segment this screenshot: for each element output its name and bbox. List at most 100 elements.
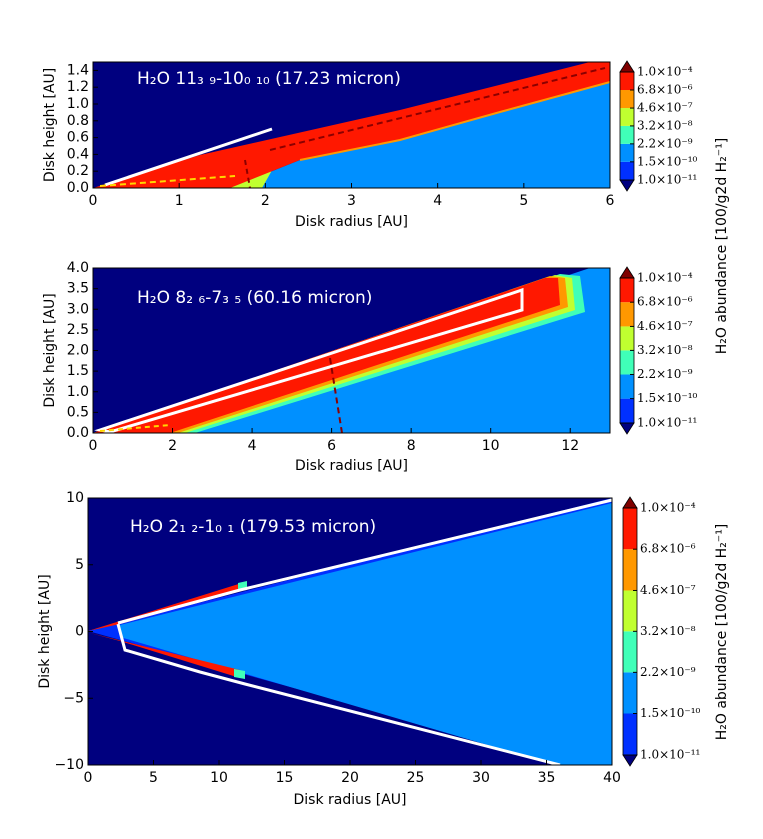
- y-tick-label: 1.2: [67, 79, 89, 95]
- colorbar-band: [620, 161, 634, 180]
- y-tick-label: 4.0: [67, 260, 89, 276]
- dashed-line: [99, 175, 236, 187]
- colorbar-label: H₂O abundance [100/g2d H₂⁻¹]: [714, 138, 730, 355]
- y-tick-label: 0.0: [67, 425, 89, 441]
- region: [93, 62, 610, 188]
- x-axis-label: Disk radius [AU]: [295, 458, 408, 474]
- colorbar-tick-label: 2.2×10⁻⁹: [640, 665, 696, 679]
- colorbar-band: [620, 302, 634, 327]
- colorbar-tick-label: 4.6×10⁻⁷: [637, 101, 693, 115]
- y-axis-label: Disk height [AU]: [37, 574, 53, 688]
- y-tick-label: 3.5: [67, 281, 89, 297]
- y-axis-label: Disk height [AU]: [42, 68, 58, 182]
- colorbar-band: [620, 326, 634, 351]
- x-tick-label: 10: [482, 438, 500, 454]
- colorbar-tick-label: 1.0×10⁻¹¹: [640, 748, 700, 762]
- colorbar-tick-label: 1.0×10⁻¹¹: [637, 173, 697, 187]
- colorbar-band: [620, 398, 634, 423]
- colorbar-tick-label: 1.5×10⁻¹⁰: [637, 154, 698, 168]
- colorbar-band: [623, 590, 637, 632]
- dashed-line: [329, 357, 343, 434]
- y-tick-label: 0: [75, 624, 84, 640]
- y-tick-label: 2.5: [67, 322, 89, 338]
- x-tick-label: 25: [407, 770, 425, 786]
- colorbar-tick-label: 2.2×10⁻⁹: [637, 367, 693, 381]
- colorbar-band: [623, 508, 637, 550]
- outline: [117, 498, 613, 625]
- y-tick-label: 1.0: [67, 384, 89, 400]
- colorbar-tick-label: 6.8×10⁻⁶: [637, 295, 693, 309]
- y-tick-label: 2.0: [67, 343, 89, 359]
- x-tick-label: 10: [210, 770, 228, 786]
- colorbar-band: [620, 374, 634, 399]
- x-tick-label: 0: [89, 193, 98, 209]
- x-tick-label: 4: [433, 193, 442, 209]
- colorbar-tick-label: 1.5×10⁻¹⁰: [640, 706, 701, 720]
- region: [120, 503, 612, 765]
- region: [88, 582, 245, 631]
- dashed-line: [244, 159, 251, 189]
- x-axis-label: Disk radius [AU]: [295, 214, 408, 230]
- x-tick-label: 5: [519, 193, 528, 209]
- x-tick-label: 1: [175, 193, 184, 209]
- x-tick-label: 4: [248, 438, 257, 454]
- colorbar-extend: [619, 60, 635, 73]
- colorbar-tick-label: 1.0×10⁻⁴: [637, 65, 693, 79]
- colorbar-tick-label: 3.2×10⁻⁸: [637, 118, 693, 132]
- y-tick-label: −10: [54, 757, 84, 773]
- y-tick-label: 0.0: [67, 180, 89, 196]
- outline: [116, 623, 561, 767]
- x-tick-label: 6: [606, 193, 615, 209]
- panel-title: H₂O 11₃ ₉-10₀ ₁₀ (17.23 micron): [137, 69, 401, 89]
- colorbar-tick-label: 3.2×10⁻⁸: [637, 343, 693, 357]
- x-tick-label: 6: [327, 438, 336, 454]
- y-tick-label: 0.8: [67, 113, 89, 129]
- region: [234, 669, 245, 679]
- y-axis-label: Disk height [AU]: [42, 293, 58, 407]
- y-tick-label: 0.4: [67, 146, 89, 162]
- colorbar-tick-label: 6.8×10⁻⁶: [637, 83, 693, 97]
- y-tick-label: 0.6: [67, 130, 89, 146]
- colorbar-band: [620, 278, 634, 303]
- colorbar-tick-label: 1.5×10⁻¹⁰: [637, 391, 698, 405]
- y-tick-label: 1.4: [67, 62, 89, 78]
- panel-title: H₂O 8₂ ₆-7₃ ₅ (60.16 micron): [137, 288, 372, 308]
- colorbar-tick-label: 3.2×10⁻⁸: [640, 624, 696, 638]
- outline: [94, 287, 524, 434]
- colorbar-tick-label: 1.0×10⁻¹¹: [637, 416, 697, 430]
- colorbar-band: [620, 90, 634, 109]
- x-tick-label: 20: [341, 770, 359, 786]
- colorbar-band: [623, 549, 637, 591]
- y-tick-label: 3.0: [67, 301, 89, 317]
- colorbar-label: H₂O abundance [100/g2d H₂⁻¹]: [714, 524, 730, 741]
- colorbar-tick-label: 1.0×10⁻⁴: [640, 501, 696, 515]
- colorbar-band: [620, 72, 634, 91]
- y-tick-label: 10: [66, 490, 84, 506]
- colorbar-band: [623, 631, 637, 673]
- colorbar-band: [620, 350, 634, 375]
- x-tick-label: 40: [603, 770, 621, 786]
- y-tick-label: 0.5: [67, 404, 89, 420]
- colorbar-tick-label: 1.0×10⁻⁴: [637, 271, 693, 285]
- x-tick-label: 3: [347, 193, 356, 209]
- panel-field: [93, 268, 610, 434]
- x-tick-label: 35: [538, 770, 556, 786]
- dashed-line: [99, 424, 171, 432]
- colorbar-extend: [619, 422, 635, 435]
- panel-field: [93, 62, 611, 189]
- x-tick-label: 0: [84, 770, 93, 786]
- y-tick-label: 5: [75, 557, 84, 573]
- colorbar-extend: [622, 754, 638, 767]
- x-tick-label: 12: [561, 438, 579, 454]
- x-tick-label: 2: [261, 193, 270, 209]
- y-tick-label: 1.5: [67, 363, 89, 379]
- panel-field: [88, 498, 613, 767]
- colorbar-tick-label: 4.6×10⁻⁷: [640, 583, 696, 597]
- x-tick-label: 8: [407, 438, 416, 454]
- colorbar-band: [620, 143, 634, 162]
- x-tick-label: 15: [276, 770, 294, 786]
- panel-title: H₂O 2₁ ₂-1₀ ₁ (179.53 micron): [130, 517, 376, 537]
- colorbar-band: [623, 672, 637, 714]
- colorbar-band: [620, 108, 634, 126]
